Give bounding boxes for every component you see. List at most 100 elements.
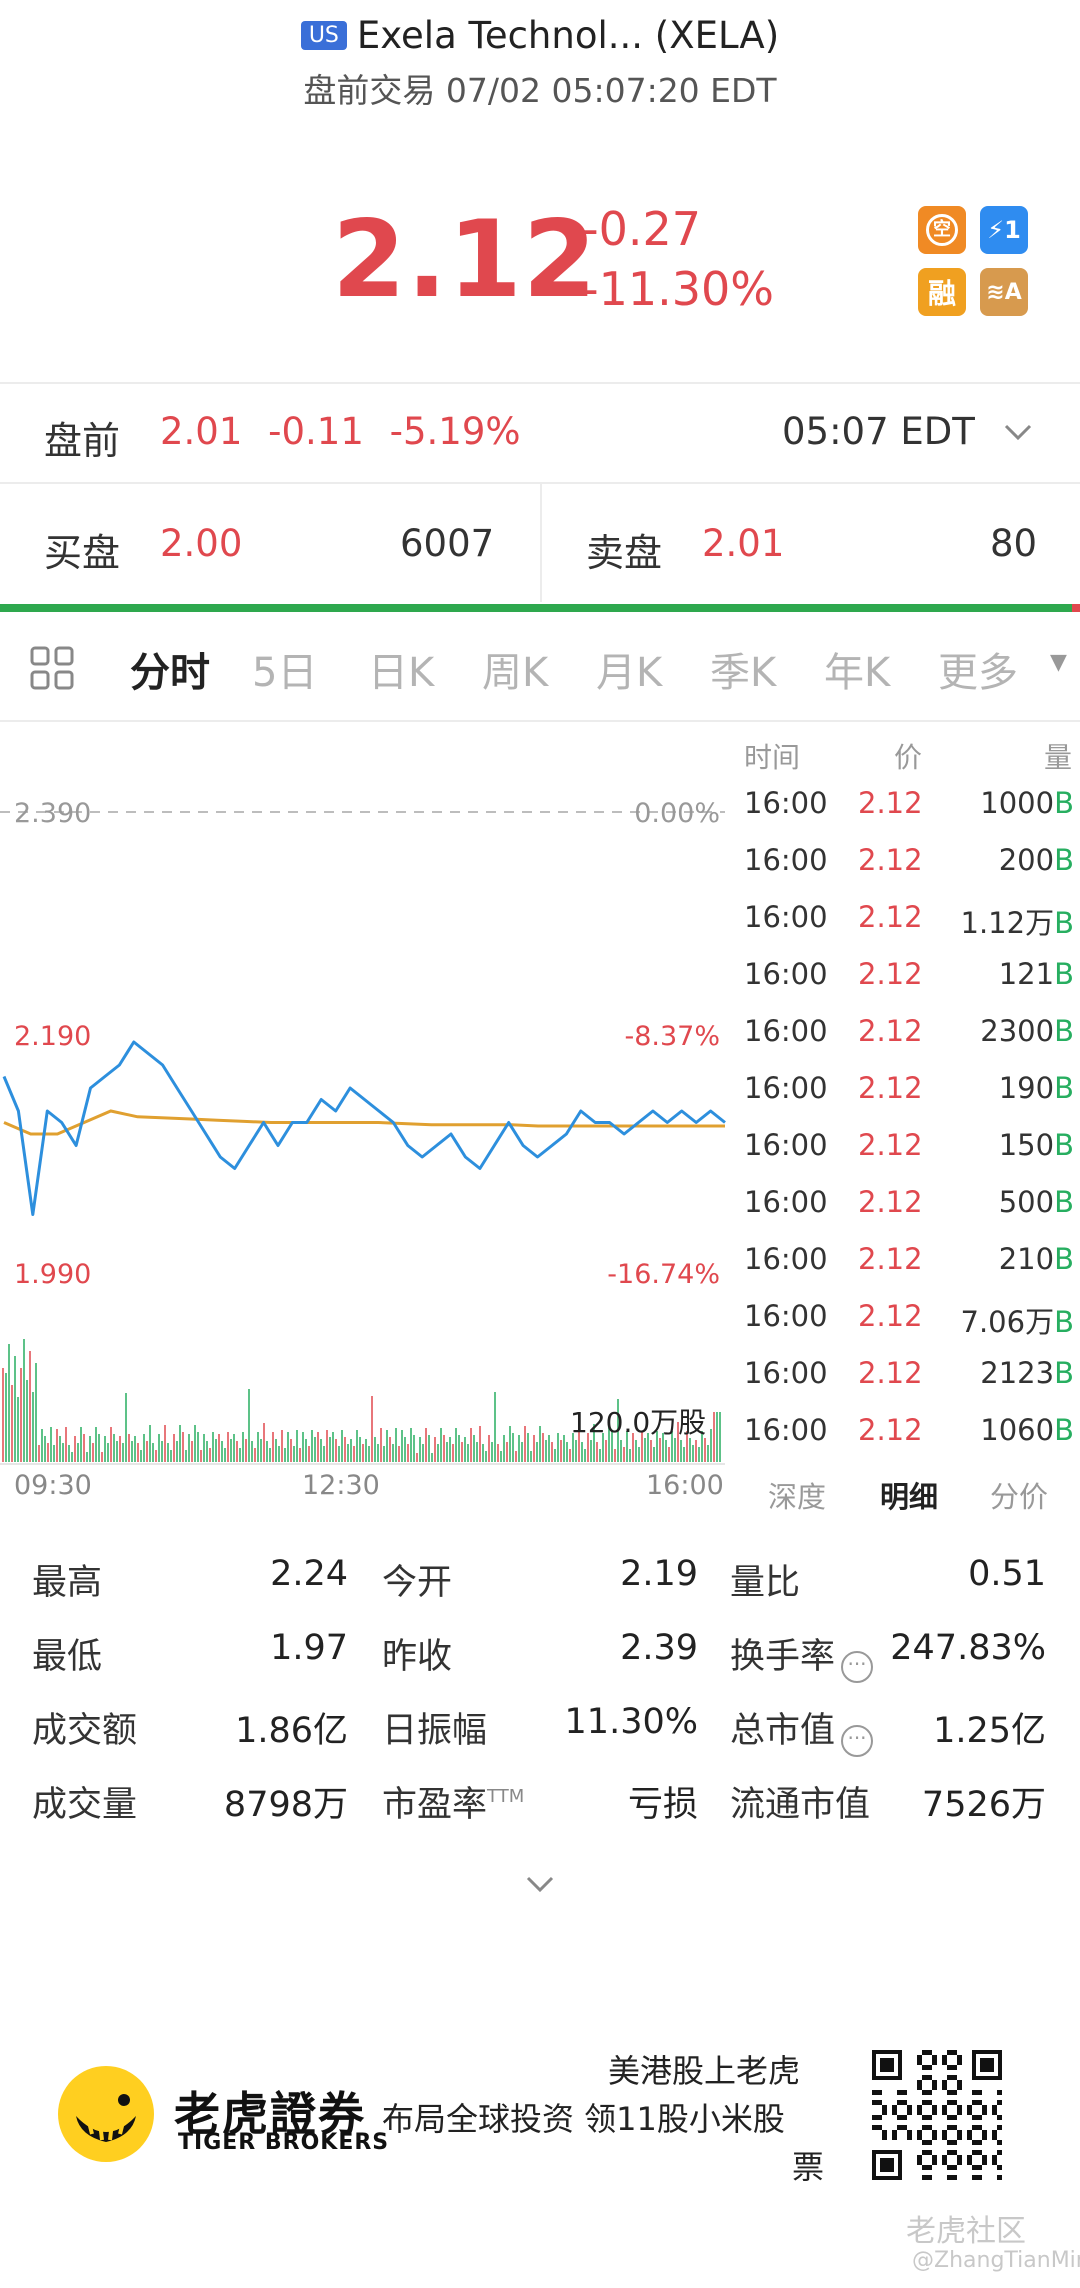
trade-time: 16:00 xyxy=(744,1242,828,1276)
volume-bar xyxy=(386,1430,388,1462)
volume-bar xyxy=(335,1439,337,1462)
divider xyxy=(0,720,1080,722)
info-icon[interactable]: ··· xyxy=(841,1725,874,1757)
trade-price: 2.12 xyxy=(858,1185,923,1219)
tab-monthly[interactable]: 月K xyxy=(596,650,663,696)
layout-grid-icon[interactable] xyxy=(28,644,78,704)
volume-bar xyxy=(263,1423,265,1462)
volume-bar xyxy=(47,1443,49,1462)
volume-bar xyxy=(593,1424,595,1462)
volume-bar xyxy=(452,1444,454,1462)
volume-bar xyxy=(62,1443,64,1462)
stat-open-label: 今开 xyxy=(382,1563,453,1603)
trade-row: 16:00 2.12 150B xyxy=(744,1128,1074,1168)
volume-bar xyxy=(227,1432,229,1462)
volume-bar xyxy=(638,1447,640,1462)
expand-chevron-icon[interactable] xyxy=(522,1870,558,1904)
volume-bar xyxy=(218,1434,220,1462)
intraday-chart[interactable]: 2.390 2.190 1.990 0.00% -8.37% -16.74% 1… xyxy=(0,720,740,1500)
volume-bar xyxy=(680,1440,682,1462)
volume-bar xyxy=(416,1453,418,1462)
volume-bar xyxy=(488,1435,490,1462)
layers-a-icon[interactable]: ≋A xyxy=(980,268,1028,316)
volume-bar xyxy=(455,1428,457,1462)
volume-bar xyxy=(647,1433,649,1462)
volume-bar xyxy=(356,1430,358,1462)
volume-bar xyxy=(368,1446,370,1462)
volume-bar xyxy=(668,1447,670,1462)
volume-bar xyxy=(59,1436,61,1462)
volume-bar xyxy=(650,1440,652,1462)
trade-time: 16:00 xyxy=(744,1185,828,1219)
volume-bar xyxy=(257,1432,259,1462)
volume-bar xyxy=(575,1440,577,1462)
volume-bar xyxy=(467,1444,469,1462)
volume-bar xyxy=(569,1449,571,1462)
premarket-label: 盘前 xyxy=(44,419,121,463)
volume-bar xyxy=(203,1434,205,1462)
volume-bar xyxy=(200,1450,202,1462)
volume-bar xyxy=(65,1427,67,1462)
market-badge: US xyxy=(300,21,347,50)
qr-code-icon xyxy=(870,2048,1004,2182)
tab-daily[interactable]: 日K xyxy=(368,650,435,696)
volume-bar xyxy=(308,1446,310,1462)
tab-more[interactable]: 更多 xyxy=(938,650,1018,696)
volume-bar xyxy=(89,1436,91,1462)
volume-bar xyxy=(173,1434,175,1462)
volume-bar xyxy=(71,1452,73,1462)
volume-bar xyxy=(116,1441,118,1462)
volume-bar xyxy=(80,1427,82,1462)
trades-header: 时间 价 量 xyxy=(740,736,1080,776)
trade-time: 16:00 xyxy=(744,843,828,877)
volume-bar xyxy=(23,1339,25,1462)
volume-bar xyxy=(323,1446,325,1462)
trade-price: 2.12 xyxy=(858,1413,923,1447)
pct-label-bottom: -16.74% xyxy=(607,1259,720,1290)
volume-bar xyxy=(656,1431,658,1462)
volume-bar xyxy=(53,1445,55,1462)
tab-price-distribution[interactable]: 分价 xyxy=(990,1480,1049,1514)
info-icon[interactable]: ··· xyxy=(841,1651,874,1683)
volume-bar xyxy=(242,1432,244,1462)
chevron-down-icon[interactable] xyxy=(1000,416,1036,450)
slogan-line-2: 布局全球投资 领11股小米股 xyxy=(382,2100,785,2138)
volume-bar xyxy=(545,1440,547,1462)
volume-bar xyxy=(701,1431,703,1462)
stat-vol-ratio: 0.51 xyxy=(968,1554,1046,1594)
volume-bar xyxy=(20,1368,22,1462)
tab-details[interactable]: 明细 xyxy=(880,1480,939,1514)
tab-depth[interactable]: 深度 xyxy=(768,1480,827,1514)
margin-icon[interactable]: 融 xyxy=(918,268,966,316)
volume-bar xyxy=(74,1436,76,1462)
volume-bar xyxy=(476,1442,478,1462)
tab-intraday[interactable]: 分时 xyxy=(130,650,210,696)
tab-yearly[interactable]: 年K xyxy=(824,650,891,696)
volume-bar xyxy=(56,1429,58,1462)
volume-bar xyxy=(290,1439,292,1462)
trades-col-volume: 量 xyxy=(1043,741,1072,774)
volume-bar xyxy=(521,1442,523,1462)
trade-volume: 7.06万B xyxy=(960,1305,1074,1339)
tab-weekly[interactable]: 周K xyxy=(482,650,549,696)
volume-bar xyxy=(578,1424,580,1462)
volume-bar xyxy=(434,1437,436,1462)
volume-bar xyxy=(401,1430,403,1462)
short-sell-icon[interactable]: 空 xyxy=(918,206,966,254)
volume-bar xyxy=(686,1431,688,1462)
volume-bar xyxy=(473,1435,475,1462)
trade-volume: 500B xyxy=(998,1185,1074,1219)
volume-bar xyxy=(359,1437,361,1462)
volume-scale-label: 120.0万股 xyxy=(570,1406,706,1439)
slogan-line-3: 票 xyxy=(792,2148,825,2186)
tab-5day[interactable]: 5日 xyxy=(252,650,318,696)
volume-bar xyxy=(383,1446,385,1462)
volume-bar xyxy=(410,1428,412,1462)
tab-quarterly[interactable]: 季K xyxy=(710,650,777,696)
premarket-time[interactable]: 05:07 EDT xyxy=(782,410,975,453)
volume-bar xyxy=(353,1446,355,1462)
trade-volume: 210B xyxy=(998,1242,1074,1276)
level1-icon[interactable]: ⚡1 xyxy=(980,206,1028,254)
caret-down-icon[interactable]: ▼ xyxy=(1050,650,1067,675)
volume-bar xyxy=(539,1426,541,1462)
